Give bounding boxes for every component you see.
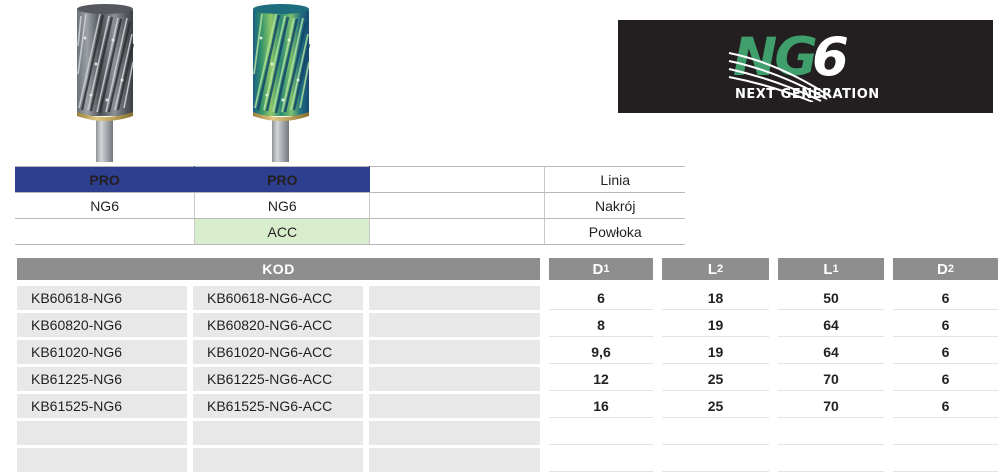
code-table-header-kod: KOD	[17, 258, 540, 280]
ng6-logo-panel: NG 6 NEXT GENERATION	[618, 20, 993, 113]
dim-cell-d2: 6	[893, 340, 998, 364]
code-cell-blank	[369, 394, 540, 418]
code-cell-pro	[17, 448, 187, 472]
header-l2-label: L	[707, 260, 718, 278]
code-cell-acc	[193, 421, 363, 445]
dim-cell-d2: 6	[893, 313, 998, 337]
spec-table-row: ACC Powłoka	[15, 218, 685, 245]
dim-cell-d1: 9,6	[549, 340, 653, 364]
code-cell-acc: KB60618-NG6-ACC	[193, 286, 363, 310]
header-l1-label: L	[823, 260, 833, 278]
header-l2-sub: 2	[717, 263, 724, 275]
spec-cell-ng6-1: NG6	[15, 192, 196, 219]
header-d2-label: D	[937, 260, 948, 278]
carbide-burr-acc-coated-svg	[253, 4, 311, 162]
spec-table-row: PRO PRO Linia	[15, 166, 685, 193]
spec-table: PRO PRO Linia NG6 NG6 Nakrój ACC Powłoka	[15, 166, 685, 245]
dim-cell-d1: 16	[549, 394, 653, 418]
spec-label-linia: Linia	[544, 166, 685, 193]
dim-cell-l2	[662, 448, 769, 472]
spec-table-row: NG6 NG6 Nakrój	[15, 192, 685, 219]
code-cell-blank	[369, 367, 540, 391]
dim-cell-d1: 8	[549, 313, 653, 337]
dim-cell-l1	[778, 421, 884, 445]
spec-cell-pro-2: PRO	[194, 166, 371, 193]
product-image-carbide-burr-acc-coated	[248, 0, 314, 162]
dim-cell-l1: 64	[778, 340, 884, 364]
code-cell-blank	[369, 313, 540, 337]
carbide-burr-uncoated-svg	[77, 4, 135, 162]
spec-label-nakroj: Nakrój	[544, 192, 685, 219]
dim-cell-d2: 6	[893, 367, 998, 391]
code-cell-blank	[369, 286, 540, 310]
code-cell-pro: KB60618-NG6	[17, 286, 187, 310]
dim-cell-l1: 70	[778, 367, 884, 391]
dim-cell-l1: 70	[778, 394, 884, 418]
logo-tagline: NEXT GENERATION	[735, 87, 880, 102]
code-cell-pro: KB61525-NG6	[17, 394, 187, 418]
spec-cell-empty-3	[369, 218, 546, 245]
spec-cell-empty-1	[369, 166, 546, 193]
code-cell-acc: KB61525-NG6-ACC	[193, 394, 363, 418]
spec-cell-acc: ACC	[194, 218, 371, 245]
dim-cell-l1: 64	[778, 313, 884, 337]
code-cell-acc: KB61225-NG6-ACC	[193, 367, 363, 391]
dim-cell-l2	[662, 421, 769, 445]
spec-cell-blank	[15, 218, 196, 245]
code-cell-blank	[369, 421, 540, 445]
code-cell-acc	[193, 448, 363, 472]
code-cell-pro: KB60820-NG6	[17, 313, 187, 337]
dim-cell-d1: 12	[549, 367, 653, 391]
dim-cell-d2: 6	[893, 286, 998, 310]
ng6-logo: NG 6 NEXT GENERATION	[728, 27, 879, 107]
logo-swoosh-icon	[728, 52, 832, 102]
dim-cell-l1: 50	[778, 286, 884, 310]
dim-cell-l2: 25	[662, 367, 769, 391]
code-cell-pro	[17, 421, 187, 445]
header-d1-label: D	[592, 260, 604, 278]
spec-cell-empty-2	[369, 192, 546, 219]
code-cell-acc: KB61020-NG6-ACC	[193, 340, 363, 364]
dim-cell-l2: 25	[662, 394, 769, 418]
dim-cell-d2: 6	[893, 394, 998, 418]
code-cell-blank	[369, 448, 540, 472]
header-d2-sub: 2	[947, 263, 954, 275]
header-l1-sub: 1	[832, 263, 839, 275]
product-image-carbide-burr-uncoated	[72, 0, 138, 162]
code-cell-pro: KB61225-NG6	[17, 367, 187, 391]
code-cell-pro: KB61020-NG6	[17, 340, 187, 364]
header-d1-sub: 1	[603, 263, 610, 275]
dim-cell-d2	[893, 421, 998, 445]
spec-label-powloka: Powłoka	[544, 218, 685, 245]
dim-cell-d1	[549, 448, 653, 472]
dim-cell-d1: 6	[549, 286, 653, 310]
code-cell-blank	[369, 340, 540, 364]
dim-cell-l2: 19	[662, 313, 769, 337]
dim-cell-l1	[778, 448, 884, 472]
dim-cell-l2: 19	[662, 340, 769, 364]
dim-cell-d1	[549, 421, 653, 445]
dim-cell-l2: 18	[662, 286, 769, 310]
spec-cell-pro-1: PRO	[15, 166, 196, 193]
code-cell-acc: KB60820-NG6-ACC	[193, 313, 363, 337]
logo-six-text: 6	[812, 27, 849, 88]
dim-cell-d2	[893, 448, 998, 472]
spec-cell-ng6-2: NG6	[194, 192, 371, 219]
